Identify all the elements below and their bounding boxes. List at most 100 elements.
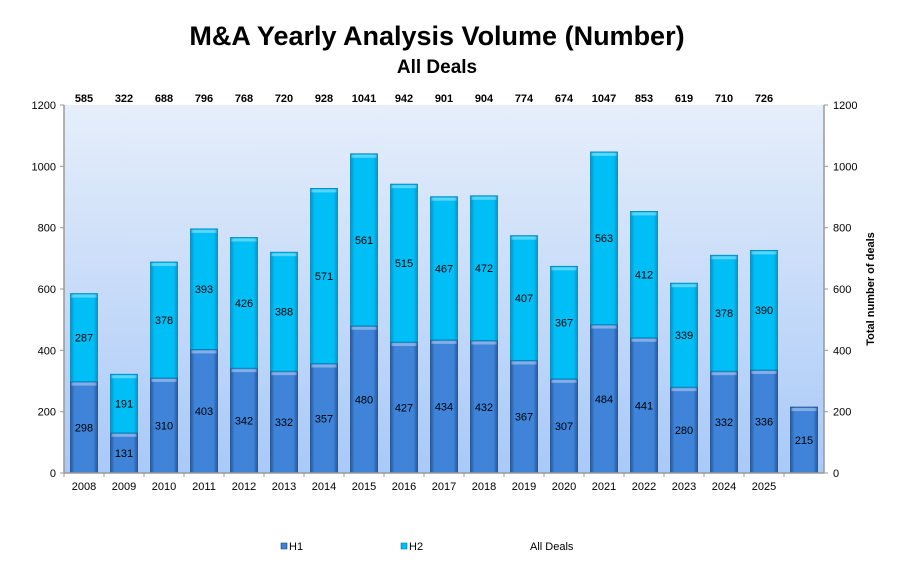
bar-highlight xyxy=(311,364,337,368)
total-label: 1041 xyxy=(352,93,376,105)
bar-highlight xyxy=(431,197,457,201)
x-tick-label: 2022 xyxy=(632,481,656,493)
data-label-h2: 367 xyxy=(555,318,573,330)
total-label: 904 xyxy=(475,93,494,105)
bar-highlight xyxy=(151,378,177,382)
bar-highlight xyxy=(111,433,137,437)
x-tick-label: 2018 xyxy=(472,481,496,493)
total-label: 768 xyxy=(235,93,253,105)
total-label: 710 xyxy=(715,93,733,105)
x-tick-label: 2010 xyxy=(152,481,176,493)
bar-h2-2013 xyxy=(270,251,298,372)
data-label-h1: 403 xyxy=(195,406,213,418)
bar-h2-2009 xyxy=(110,373,138,434)
bar-highlight xyxy=(511,236,537,240)
bar-highlight xyxy=(191,229,217,233)
data-label-h2: 287 xyxy=(75,333,93,345)
total-label: 674 xyxy=(555,93,574,105)
data-label-h1: 310 xyxy=(155,420,173,432)
x-tick-label: 2015 xyxy=(352,481,376,493)
bar-highlight xyxy=(231,369,257,373)
bar-h1-2025 xyxy=(750,369,778,474)
bar-h1-2009 xyxy=(110,432,138,474)
y-tick-label-left: 800 xyxy=(38,223,56,235)
y-tick-label-left: 1000 xyxy=(32,161,56,173)
bar-highlight xyxy=(271,253,297,257)
bar-h1-2016 xyxy=(390,341,418,474)
y-tick-label-right: 400 xyxy=(833,345,851,357)
bar-h2-2012 xyxy=(230,237,258,369)
y-tick-label-right: 800 xyxy=(833,223,851,235)
total-label: 1047 xyxy=(592,93,616,105)
bar-highlight xyxy=(711,372,737,376)
total-label: 720 xyxy=(275,93,293,105)
bar-highlight xyxy=(551,379,577,383)
bar-highlight xyxy=(791,408,817,412)
data-label-h2: 472 xyxy=(475,263,493,275)
bar-highlight xyxy=(351,326,377,330)
data-label-h2: 339 xyxy=(675,330,693,342)
data-label-h2: 467 xyxy=(435,263,453,275)
bar-h2-2020 xyxy=(550,265,578,380)
bar-h2-2025 xyxy=(750,249,778,371)
bar-h2-2022 xyxy=(630,211,658,339)
bar-h1-2011 xyxy=(190,349,218,474)
data-label-h2: 426 xyxy=(235,298,253,310)
bar-highlight xyxy=(471,196,497,200)
data-label-h1: 342 xyxy=(235,416,253,428)
bar-h1-2015 xyxy=(350,325,378,474)
data-label-h1: 215 xyxy=(795,435,813,447)
bar-highlight xyxy=(391,185,417,189)
data-label-h1: 307 xyxy=(555,421,573,433)
bar-highlight xyxy=(711,256,737,260)
bar-h1-2022 xyxy=(630,337,658,474)
legend-label-h1: H1 xyxy=(289,541,303,553)
bar-h1-2008 xyxy=(70,381,98,474)
data-label-h1: 332 xyxy=(715,417,733,429)
data-label-h1: 131 xyxy=(115,448,133,460)
bar-highlight xyxy=(471,341,497,345)
total-label: 322 xyxy=(115,93,133,105)
data-label-h1: 367 xyxy=(515,412,533,424)
bar-highlight xyxy=(311,189,337,193)
bar-h1-2017 xyxy=(430,339,458,474)
y-tick-label-right: 200 xyxy=(833,407,851,419)
bar-highlight xyxy=(631,212,657,216)
legend-swatch-h2 xyxy=(400,542,408,550)
bar-h2-2014 xyxy=(310,188,338,364)
x-tick-label: 2017 xyxy=(432,481,456,493)
bar-h2-2023 xyxy=(670,282,698,388)
data-label-h1: 434 xyxy=(435,401,453,413)
data-label-h1: 480 xyxy=(355,394,373,406)
data-label-h1: 332 xyxy=(275,417,293,429)
total-label: 774 xyxy=(515,93,534,105)
x-tick-label: 2025 xyxy=(752,481,776,493)
x-tick-label: 2013 xyxy=(272,481,296,493)
bar-h2-2018 xyxy=(470,195,498,341)
data-label-h2: 378 xyxy=(155,315,173,327)
chart-subtitle: All Deals xyxy=(397,57,477,78)
data-label-h2: 378 xyxy=(715,308,733,320)
total-label: 688 xyxy=(155,93,173,105)
data-label-h2: 388 xyxy=(275,307,293,319)
x-tick-label: 2021 xyxy=(592,481,616,493)
x-tick-label: 2011 xyxy=(192,481,216,493)
x-tick-label: 2020 xyxy=(552,481,576,493)
legend-label-h2: H2 xyxy=(409,541,423,553)
bar-highlight xyxy=(271,372,297,376)
bar-highlight xyxy=(671,388,697,392)
data-label-h2: 390 xyxy=(755,305,773,317)
chart-title: M&A Yearly Analysis Volume (Number) xyxy=(189,21,684,51)
bar-h2-2016 xyxy=(390,183,418,343)
y-tick-label-right: 1200 xyxy=(833,100,857,112)
bar-highlight xyxy=(151,263,177,267)
bar-h2-2008 xyxy=(70,293,98,383)
bar-highlight xyxy=(391,343,417,347)
total-label: 942 xyxy=(395,93,413,105)
y-tick-label-left: 0 xyxy=(50,468,56,480)
bar-highlight xyxy=(751,251,777,255)
data-label-h2: 407 xyxy=(515,293,533,305)
bar-h2-2015 xyxy=(350,153,378,327)
legend-swatch-h1 xyxy=(280,542,288,550)
